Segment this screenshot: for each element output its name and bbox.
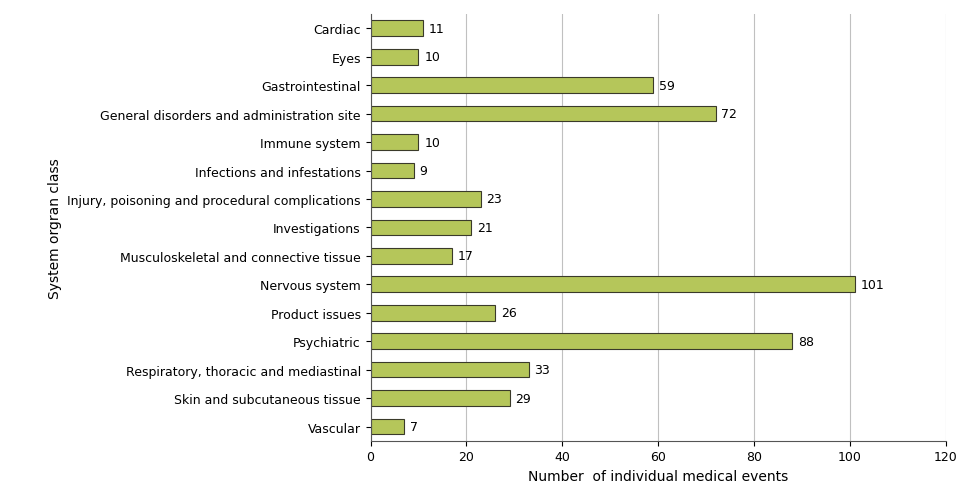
Bar [370, 22, 423, 37]
Bar [370, 50, 418, 66]
Bar [370, 78, 653, 94]
Bar [370, 362, 528, 378]
Text: 33: 33 [534, 363, 550, 376]
Text: 10: 10 [424, 136, 440, 149]
Bar [370, 135, 418, 151]
Text: 23: 23 [487, 193, 502, 206]
Bar [370, 277, 855, 293]
Text: 26: 26 [501, 307, 517, 320]
Bar [370, 419, 404, 434]
Text: 9: 9 [419, 165, 427, 178]
Text: 59: 59 [659, 80, 675, 93]
Text: 88: 88 [799, 335, 814, 348]
Text: 72: 72 [722, 108, 737, 121]
Text: 21: 21 [477, 221, 492, 234]
Text: 11: 11 [429, 23, 445, 36]
Text: 7: 7 [410, 420, 418, 433]
Bar [370, 390, 510, 406]
Text: 10: 10 [424, 51, 440, 64]
Bar [370, 163, 413, 179]
Bar [370, 248, 452, 264]
Bar [370, 192, 481, 207]
X-axis label: Number  of individual medical events: Number of individual medical events [528, 469, 788, 483]
Text: 29: 29 [515, 392, 531, 405]
Bar [370, 305, 495, 321]
Text: 17: 17 [457, 250, 474, 263]
Bar [370, 334, 793, 349]
Y-axis label: System orgran class: System orgran class [48, 158, 61, 298]
Bar [370, 107, 716, 122]
Bar [370, 220, 471, 236]
Text: 101: 101 [860, 278, 884, 291]
